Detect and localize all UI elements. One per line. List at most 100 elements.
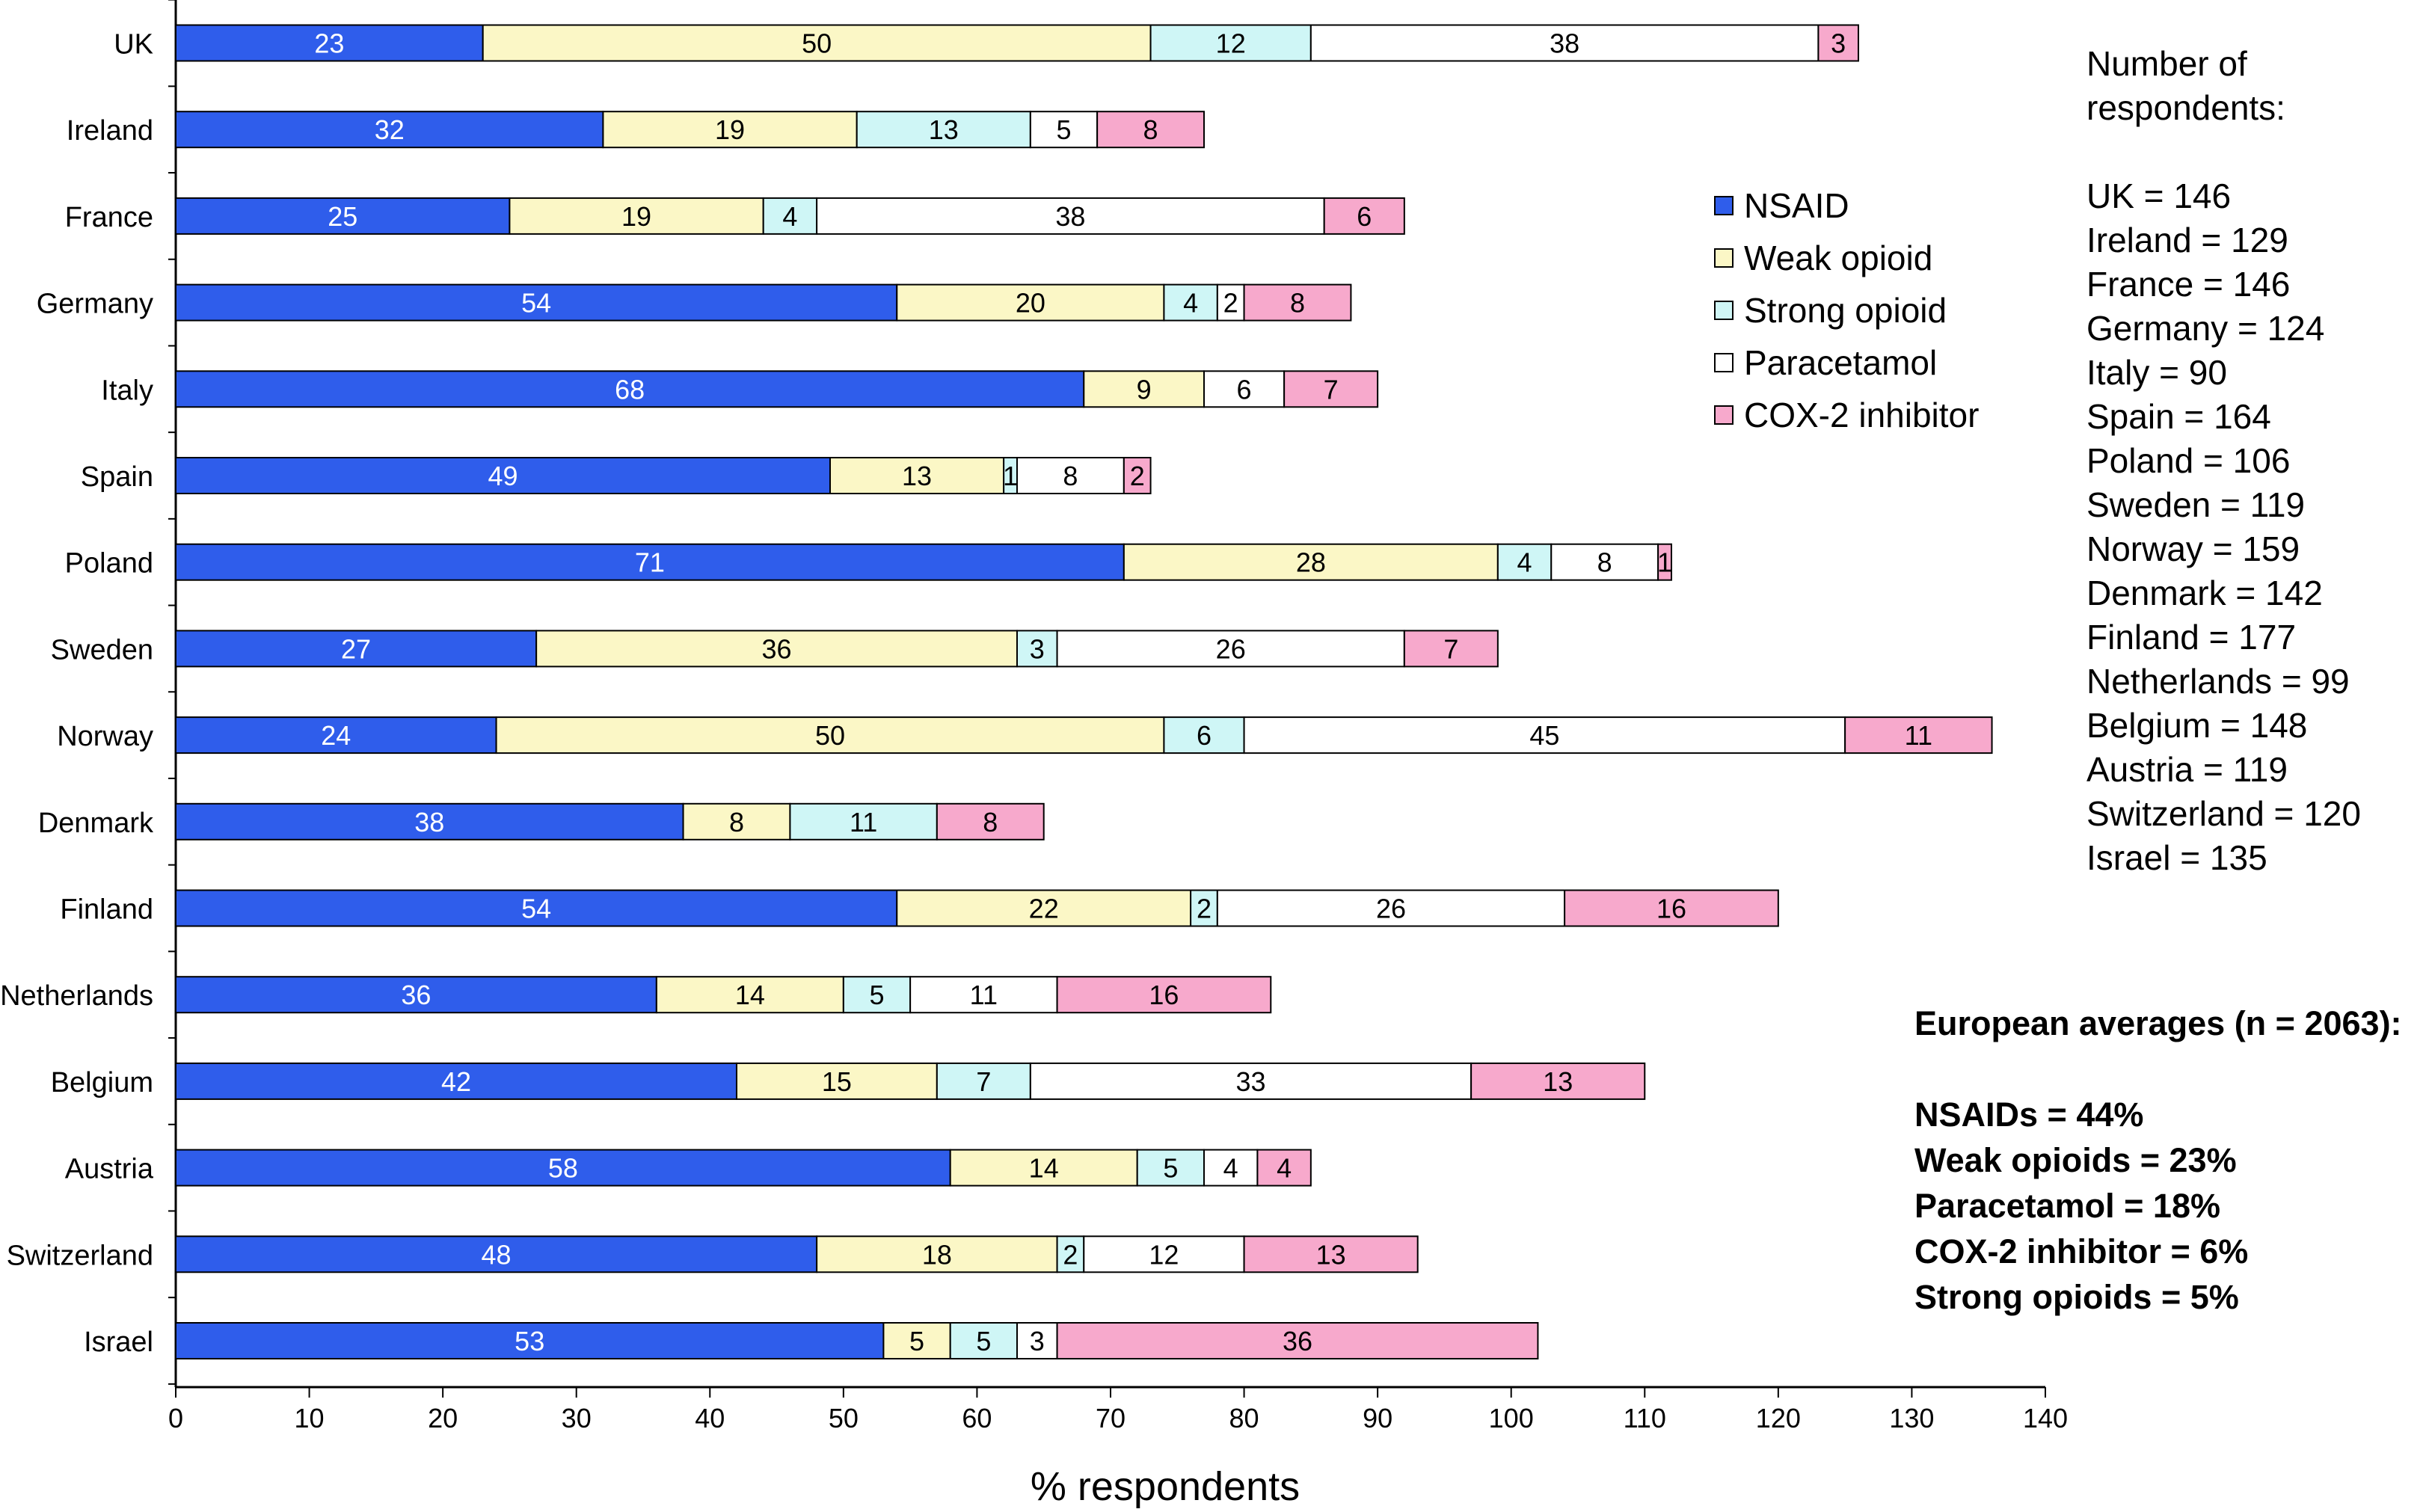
average-weak-opioids: Weak opioids = 23%: [1914, 1141, 2237, 1179]
data-label-nsaid-france: 25: [328, 201, 357, 232]
bar-row-austria: 58 14 5 4 4: [175, 1149, 1312, 1187]
bar-segment-nsaid-finland: [175, 889, 898, 927]
legend-label-strong-opioid: Strong opioid: [1744, 291, 1947, 330]
bar-segment-paracetamol-norway: [1243, 716, 1846, 755]
respondents-switzerland: Switzerland = 120: [2086, 794, 2361, 833]
data-label-nsaid-ireland: 32: [375, 114, 405, 145]
data-label-nsaid-denmark: 38: [414, 807, 444, 838]
data-label-nsaid-netherlands: 36: [401, 980, 431, 1010]
legend-label-nsaid: NSAID: [1744, 186, 1849, 225]
respondents-panel: Number of respondents: UK = 146 Ireland …: [2086, 42, 2361, 880]
data-label-weak-opioid-belgium: 15: [822, 1066, 852, 1097]
bar-segment-paracetamol-spain: [1016, 457, 1125, 494]
bar-segment-cox-2-inhibitor-italy: [1283, 370, 1379, 408]
legend-item-paracetamol: Paracetamol: [1714, 336, 1979, 389]
bar-row-ireland: 32 19 13 5 8: [175, 111, 1205, 149]
data-label-nsaid-belgium: 42: [441, 1066, 471, 1097]
bar-row-poland: 71 28 4 8 1: [175, 543, 1672, 581]
bar-row-france: 25 19 4 38 6: [175, 197, 1405, 235]
respondents-france: France = 146: [2086, 265, 2291, 304]
bar-segment-cox-2-inhibitor-israel: [1056, 1322, 1539, 1359]
bar-segment-nsaid-ireland: [175, 111, 604, 149]
data-label-strong-opioid-israel: 5: [976, 1326, 991, 1356]
data-label-weak-opioid-netherlands: 14: [735, 980, 765, 1010]
averages-title: European averages (n = 2063):: [1914, 1004, 2402, 1042]
data-label-cox-2-inhibitor-switzerland: 13: [1316, 1239, 1346, 1270]
x-tick-label-90: 90: [1363, 1403, 1392, 1433]
y-tick-label-belgium: Belgium: [51, 1067, 153, 1098]
bar-segment-strong-opioid-denmark: [789, 802, 938, 840]
respondents-uk: UK = 146: [2086, 176, 2232, 215]
legend-label-weak-opioid: Weak opioid: [1744, 239, 1933, 277]
data-label-weak-opioid-uk: 50: [802, 28, 832, 59]
bar-segment-weak-opioid-denmark: [682, 802, 791, 840]
data-label-weak-opioid-austria: 14: [1029, 1153, 1059, 1184]
respondents-heading: Number of respondents:: [2086, 42, 2361, 130]
bar-segment-weak-opioid-austria: [949, 1149, 1138, 1187]
bar-segment-cox-2-inhibitor-denmark: [936, 802, 1045, 840]
bar-segment-nsaid-spain: [175, 457, 831, 494]
y-tick-label-denmark: Denmark: [38, 808, 154, 839]
legend-item-cox2-inhibitor: COX-2 inhibitor: [1714, 389, 1979, 441]
data-label-nsaid-switzerland: 48: [482, 1239, 512, 1270]
bar-row-spain: 49 13 1 8 2: [175, 457, 1152, 494]
bar-segment-nsaid-denmark: [175, 802, 684, 840]
data-label-weak-opioid-switzerland: 18: [922, 1239, 952, 1270]
bar-segment-nsaid-uk: [175, 24, 484, 62]
data-label-paracetamol-israel: 3: [1030, 1326, 1045, 1356]
bar-segment-cox-2-inhibitor-belgium: [1470, 1062, 1646, 1100]
bar-segment-strong-opioid-germany: [1163, 283, 1218, 322]
bar-row-denmark: 38 8 11 8: [175, 802, 1045, 840]
data-label-paracetamol-belgium: 33: [1235, 1066, 1265, 1097]
bar-segment-paracetamol-austria: [1203, 1149, 1259, 1187]
y-tick-label-ireland: Ireland: [67, 115, 153, 147]
y-tick-label-austria: Austria: [65, 1154, 154, 1185]
x-tick-label-0: 0: [168, 1403, 183, 1433]
bar-segment-cox-2-inhibitor-austria: [1256, 1149, 1312, 1187]
y-tick-label-italy: Italy: [101, 375, 153, 406]
bar-segment-cox-2-inhibitor-germany: [1243, 283, 1352, 322]
bar-segment-paracetamol-israel: [1016, 1322, 1058, 1359]
respondents-austria: Austria = 119: [2086, 750, 2288, 789]
data-label-cox-2-inhibitor-france: 6: [1357, 201, 1372, 232]
data-label-strong-opioid-uk: 12: [1216, 28, 1246, 59]
x-tick-label-20: 20: [428, 1403, 458, 1433]
bar-segment-weak-opioid-norway: [495, 716, 1165, 755]
respondents-italy: Italy = 90: [2086, 353, 2227, 392]
data-label-weak-opioid-israel: 5: [909, 1326, 924, 1356]
respondents-israel: Israel = 135: [2086, 838, 2267, 877]
data-label-cox-2-inhibitor-netherlands: 16: [1149, 980, 1179, 1010]
bar-segment-cox-2-inhibitor-switzerland: [1243, 1235, 1419, 1273]
bar-segment-paracetamol-france: [816, 197, 1325, 235]
bar-segment-weak-opioid-spain: [829, 457, 1005, 494]
data-label-paracetamol-spain: 8: [1063, 461, 1078, 491]
bar-segment-nsaid-israel: [175, 1322, 885, 1359]
bar-segment-nsaid-sweden: [175, 630, 538, 668]
respondents-norway: Norway = 159: [2086, 529, 2300, 568]
data-label-weak-opioid-italy: 9: [1137, 374, 1152, 405]
data-label-cox-2-inhibitor-denmark: 8: [983, 807, 998, 838]
respondents-sweden: Sweden = 119: [2086, 485, 2305, 524]
data-label-nsaid-poland: 71: [635, 547, 665, 578]
legend-swatch-paracetamol: [1714, 353, 1734, 372]
bar-segment-paracetamol-poland: [1550, 543, 1659, 581]
bar-row-netherlands: 36 14 5 11 16: [175, 976, 1272, 1014]
data-label-cox-2-inhibitor-poland: 1: [1657, 547, 1672, 578]
data-label-nsaid-germany: 54: [521, 288, 551, 319]
bar-segment-nsaid-netherlands: [175, 976, 657, 1014]
data-label-cox-2-inhibitor-spain: 2: [1130, 461, 1145, 491]
bar-row-belgium: 42 15 7 33 13: [175, 1062, 1646, 1100]
bars: 23 50 12 38 332 19 13 5 825 19 4 38 654 20 4 2 868 9 6 749 1…: [175, 24, 1993, 1359]
data-label-strong-opioid-spain: 1: [1003, 461, 1018, 491]
y-tick-label-france: France: [65, 202, 153, 233]
data-label-weak-opioid-spain: 13: [902, 461, 932, 491]
bar-segment-cox-2-inhibitor-uk: [1817, 24, 1859, 62]
legend-item-weak-opioid: Weak opioid: [1714, 232, 1979, 284]
data-label-weak-opioid-finland: 22: [1029, 894, 1059, 924]
bar-segment-weak-opioid-finland: [896, 889, 1192, 927]
legend-label-cox2-inhibitor: COX-2 inhibitor: [1744, 396, 1980, 434]
bar-segment-strong-opioid-netherlands: [842, 976, 912, 1014]
data-label-cox-2-inhibitor-belgium: 13: [1543, 1066, 1573, 1097]
bar-segment-weak-opioid-poland: [1123, 543, 1499, 581]
